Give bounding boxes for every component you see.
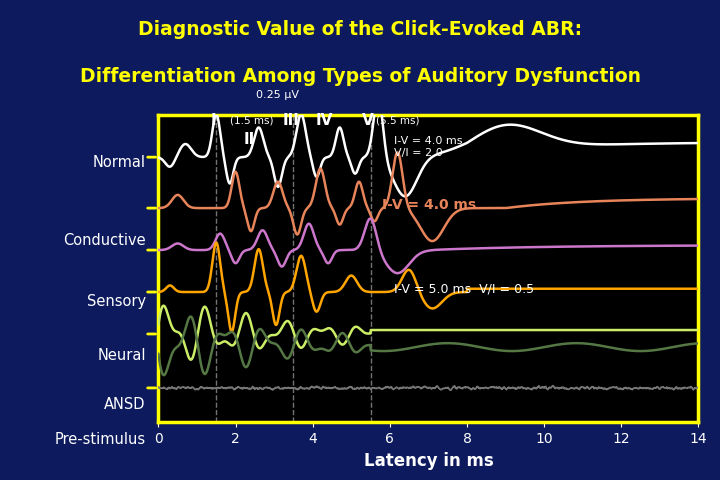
- Text: ANSD: ANSD: [104, 396, 145, 411]
- Text: I-V = 4.0 ms: I-V = 4.0 ms: [394, 136, 462, 146]
- Text: 0.25 μV: 0.25 μV: [256, 90, 299, 100]
- Text: I-V = 5.0 ms  V/I = 0.5: I-V = 5.0 ms V/I = 0.5: [394, 283, 534, 296]
- Text: (5.5 ms): (5.5 ms): [377, 116, 420, 125]
- Text: Sensory: Sensory: [86, 294, 145, 309]
- Text: Conductive: Conductive: [63, 233, 145, 248]
- Text: Diagnostic Value of the Click-Evoked ABR:: Diagnostic Value of the Click-Evoked ABR…: [138, 20, 582, 39]
- Text: I-V = 4.0 ms: I-V = 4.0 ms: [382, 198, 476, 212]
- Text: I: I: [210, 113, 216, 128]
- Text: (1.5 ms): (1.5 ms): [230, 116, 274, 125]
- Text: III: III: [283, 113, 300, 128]
- Text: II: II: [243, 132, 255, 147]
- Text: Pre-stimulus: Pre-stimulus: [55, 432, 145, 447]
- Text: V/I = 2.0: V/I = 2.0: [394, 148, 442, 158]
- Text: Differentiation Among Types of Auditory Dysfunction: Differentiation Among Types of Auditory …: [79, 67, 641, 85]
- X-axis label: Latency in ms: Latency in ms: [364, 452, 493, 469]
- Text: Normal: Normal: [93, 155, 145, 170]
- Text: IV: IV: [315, 113, 333, 128]
- Text: V: V: [361, 113, 374, 128]
- Text: Neural: Neural: [97, 348, 145, 362]
